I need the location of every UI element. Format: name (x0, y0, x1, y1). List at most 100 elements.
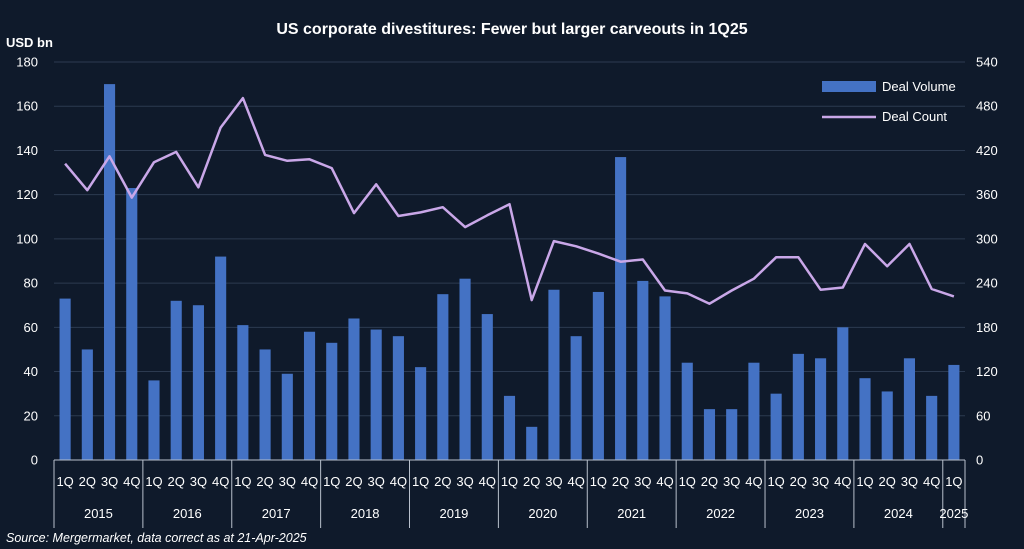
bar-deal-volume (259, 349, 271, 460)
x-tick-quarter: 3Q (368, 474, 385, 489)
x-tick-quarter: 3Q (101, 474, 118, 489)
bar-deal-volume (881, 391, 893, 460)
bar-deal-volume (237, 325, 249, 460)
right-tick-label: 0 (976, 453, 983, 468)
right-axis-ticks: 0 60 120 180 240 300 360 420 480 540 (976, 55, 998, 468)
x-tick-quarter: 1Q (945, 474, 962, 489)
x-tick-quarter: 2Q (701, 474, 718, 489)
bar-deal-volume (815, 358, 827, 460)
x-tick-year: 2019 (439, 506, 468, 521)
x-tick-quarter: 2Q (345, 474, 362, 489)
bar-deal-volume (437, 294, 449, 460)
x-tick-quarter: 4Q (567, 474, 584, 489)
x-tick-quarter: 4Q (479, 474, 496, 489)
bar-deal-volume (215, 256, 227, 460)
left-tick-label: 0 (31, 453, 38, 468)
bar-deal-volume (770, 393, 782, 460)
deal-volume-bars (59, 84, 960, 461)
bar-deal-volume (348, 318, 360, 460)
left-tick-label: 40 (24, 364, 38, 379)
bar-deal-volume (126, 188, 138, 461)
right-tick-label: 240 (976, 276, 998, 291)
bar-deal-volume (903, 358, 916, 460)
x-tick-year: 2024 (884, 506, 913, 521)
bar-deal-volume (570, 336, 582, 460)
gridlines (54, 61, 965, 417)
x-tick-quarter: 4Q (923, 474, 940, 489)
x-tick-quarter: 1Q (590, 474, 607, 489)
bar-deal-volume (703, 409, 716, 460)
bar-deal-volume (548, 289, 560, 460)
legend: Deal Volume Deal Count (822, 79, 956, 124)
bar-deal-volume (59, 298, 71, 460)
right-tick-label: 360 (976, 187, 998, 202)
left-tick-label: 120 (16, 187, 38, 202)
x-tick-quarter: 2Q (879, 474, 896, 489)
bar-deal-volume (281, 373, 293, 460)
left-tick-label: 140 (16, 143, 38, 158)
x-tick-quarter: 4Q (834, 474, 851, 489)
bar-deal-volume (326, 342, 338, 460)
x-tick-quarter: 1Q (501, 474, 518, 489)
bar-deal-volume (370, 329, 382, 460)
left-tick-label: 20 (24, 408, 38, 423)
bar-deal-volume (948, 364, 960, 460)
bar-deal-volume (415, 367, 427, 460)
x-tick-year: 2025 (939, 506, 968, 521)
deal-count-line (64, 96, 955, 305)
x-tick-quarter: 3Q (634, 474, 651, 489)
bar-deal-volume (926, 395, 938, 460)
x-tick-quarter: 3Q (545, 474, 562, 489)
bar-deal-volume (481, 314, 493, 460)
bar-deal-volume (637, 280, 649, 460)
bar-deal-volume (659, 296, 671, 460)
right-tick-label: 540 (976, 55, 998, 70)
x-tick-quarter: 1Q (145, 474, 162, 489)
deal-count-line-group (64, 96, 955, 305)
legend-label-deal-count: Deal Count (882, 109, 947, 124)
legend-label-deal-volume: Deal Volume (882, 79, 956, 94)
left-tick-label: 100 (16, 231, 38, 246)
x-tick-quarter: 4Q (390, 474, 407, 489)
x-axis: 1Q 2Q 3Q 4Q 1Q 2Q 3Q 4Q 1Q 2Q 3Q 4Q 1Q 2Q 3Q 4Q 1Q 2Q 3Q 4Q… (53, 459, 968, 528)
x-tick-quarter: 3Q (279, 474, 296, 489)
x-tick-quarter: 4Q (656, 474, 673, 489)
bar-deal-volume (148, 380, 160, 460)
x-tick-quarter: 1Q (412, 474, 429, 489)
x-tick-year: 2021 (617, 506, 646, 521)
x-tick-year: 2017 (262, 506, 291, 521)
left-axis-ticks: 0 20 40 60 80 100 120 140 160 180 (16, 55, 38, 468)
x-tick-year: 2015 (84, 506, 113, 521)
y-axis-label: USD bn (6, 35, 53, 50)
x-tick-quarter: 2Q (168, 474, 185, 489)
x-tick-quarter: 4Q (745, 474, 762, 489)
right-tick-label: 300 (976, 231, 998, 246)
x-tick-year: 2020 (528, 506, 557, 521)
bar-deal-volume (103, 84, 116, 460)
bar-deal-volume (681, 362, 693, 460)
x-tick-quarter: 4Q (123, 474, 140, 489)
bar-deal-volume (459, 278, 471, 460)
x-tick-quarter: 4Q (212, 474, 229, 489)
x-tick-quarter: 3Q (901, 474, 918, 489)
x-tick-quarter: 1Q (856, 474, 873, 489)
bar-deal-volume (81, 349, 93, 460)
x-tick-quarter: 3Q (190, 474, 207, 489)
x-tick-quarter: 3Q (812, 474, 829, 489)
x-tick-quarter: 3Q (456, 474, 473, 489)
x-tick-quarter: 2Q (256, 474, 273, 489)
x-tick-year: 2022 (706, 506, 735, 521)
bar-deal-volume (192, 305, 204, 460)
right-tick-label: 420 (976, 143, 998, 158)
bar-deal-volume (592, 291, 604, 460)
x-tick-year: 2023 (795, 506, 824, 521)
bar-deal-volume (392, 336, 404, 460)
left-tick-label: 80 (24, 276, 38, 291)
x-tick-quarter: 1Q (56, 474, 73, 489)
x-tick-quarter: 2Q (790, 474, 807, 489)
x-tick-quarter: 2Q (523, 474, 540, 489)
x-tick-quarter: 4Q (301, 474, 318, 489)
x-tick-quarter: 3Q (723, 474, 740, 489)
bar-deal-volume (792, 353, 804, 460)
